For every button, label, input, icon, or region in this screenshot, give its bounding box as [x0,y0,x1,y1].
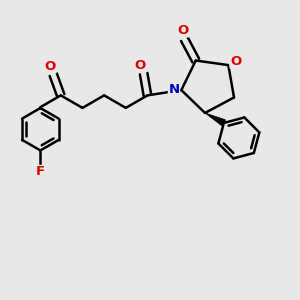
Text: N: N [168,83,179,96]
Text: O: O [45,60,56,73]
Text: F: F [36,165,45,178]
Text: O: O [230,55,241,68]
Text: O: O [134,59,146,72]
Text: O: O [177,24,189,37]
Polygon shape [205,113,226,126]
